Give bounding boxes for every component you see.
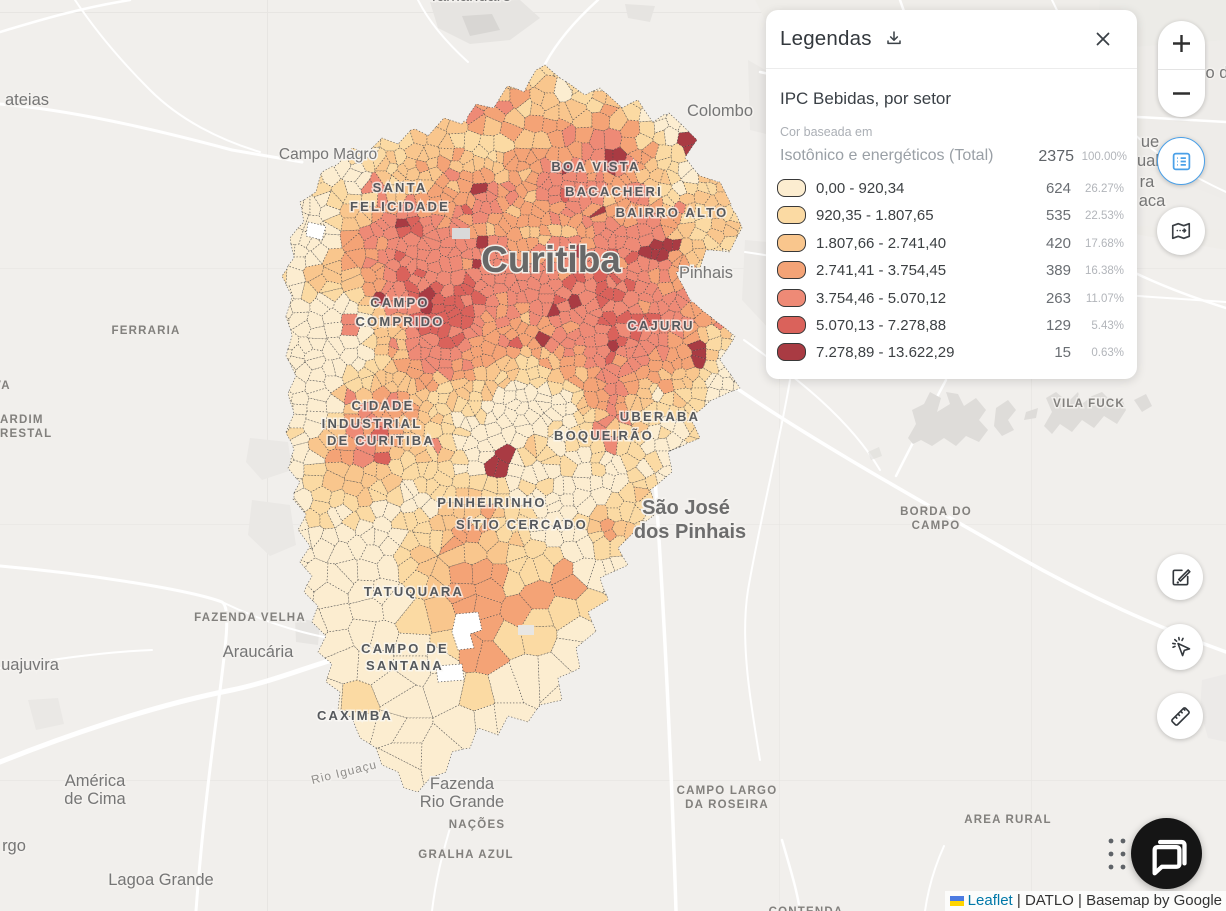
svg-text:ra: ra <box>1140 173 1155 191</box>
svg-text:CIDADE: CIDADE <box>351 398 414 413</box>
svg-text:ARDIM: ARDIM <box>0 414 44 426</box>
svg-text:DA ROSEIRA: DA ROSEIRA <box>685 799 769 811</box>
svg-text:SANTANA: SANTANA <box>366 658 444 673</box>
svg-text:CAJURU: CAJURU <box>627 318 694 333</box>
svg-text:Rio Grande: Rio Grande <box>420 793 504 811</box>
svg-text:CONTENDA: CONTENDA <box>769 906 844 911</box>
svg-text:BOA VISTA: BOA VISTA <box>551 159 640 174</box>
svg-text:BACACHERI: BACACHERI <box>565 184 663 199</box>
svg-text:SANTA: SANTA <box>373 180 428 195</box>
svg-text:Campo Magro: Campo Magro <box>279 146 377 163</box>
svg-text:São José: São José <box>642 497 730 519</box>
svg-text:Araucária: Araucária <box>223 643 294 661</box>
svg-text:CAXIMBA: CAXIMBA <box>317 708 393 723</box>
svg-text:de Cima: de Cima <box>64 790 126 808</box>
svg-text:rgo: rgo <box>2 837 26 855</box>
svg-text:uajuvira: uajuvira <box>1 656 60 674</box>
svg-text:GRALHA AZUL: GRALHA AZUL <box>418 849 513 861</box>
svg-text:PINHEIRINHO: PINHEIRINHO <box>437 495 546 510</box>
svg-text:Curitiba: Curitiba <box>481 239 621 280</box>
svg-text:Tamandaré: Tamandaré <box>429 0 512 5</box>
svg-text:América: América <box>65 772 126 790</box>
svg-text:NAÇÕES: NAÇÕES <box>449 818 505 831</box>
svg-text:FAZENDA VELHA: FAZENDA VELHA <box>194 612 306 624</box>
svg-text:Fazenda: Fazenda <box>430 775 495 793</box>
svg-text:RESTAL: RESTAL <box>0 428 52 440</box>
svg-text:DE CURITIBA: DE CURITIBA <box>327 433 435 448</box>
svg-text:TATUQUARA: TATUQUARA <box>364 584 464 599</box>
svg-text:Lagoa Grande: Lagoa Grande <box>108 871 214 889</box>
svg-text:ue: ue <box>1141 133 1159 151</box>
svg-text:COMPRIDO: COMPRIDO <box>355 314 444 329</box>
svg-text:AREA RURAL: AREA RURAL <box>964 814 1052 826</box>
svg-text:INDUSTRIAL: INDUSTRIAL <box>322 416 423 431</box>
svg-text:aca: aca <box>1139 192 1166 210</box>
svg-text:ual: ual <box>1137 152 1159 170</box>
svg-text:CAMPO: CAMPO <box>370 295 429 310</box>
svg-text:Pinhais: Pinhais <box>679 264 733 282</box>
svg-text:Colombo: Colombo <box>687 102 753 120</box>
svg-text:CAMPO LARGO: CAMPO LARGO <box>677 785 778 797</box>
svg-text:VA: VA <box>0 380 11 392</box>
svg-text:CAMPO DE: CAMPO DE <box>361 641 449 656</box>
svg-text:ateias: ateias <box>5 91 49 109</box>
svg-text:FELICIDADE: FELICIDADE <box>350 199 450 214</box>
svg-text:UBERABA: UBERABA <box>620 409 700 424</box>
svg-text:BAIRRO ALTO: BAIRRO ALTO <box>616 205 729 220</box>
svg-text:CAMPO: CAMPO <box>912 520 961 532</box>
svg-text:o d: o d <box>1206 64 1226 82</box>
svg-text:BOQUEIRÃO: BOQUEIRÃO <box>554 428 654 443</box>
svg-text:BORDA DO: BORDA DO <box>900 506 972 518</box>
svg-text:VILA FUCK: VILA FUCK <box>1053 398 1125 410</box>
svg-text:FERRARIA: FERRARIA <box>111 325 180 337</box>
svg-text:SÍTIO CERCADO: SÍTIO CERCADO <box>456 517 588 532</box>
svg-text:dos Pinhais: dos Pinhais <box>634 521 746 543</box>
